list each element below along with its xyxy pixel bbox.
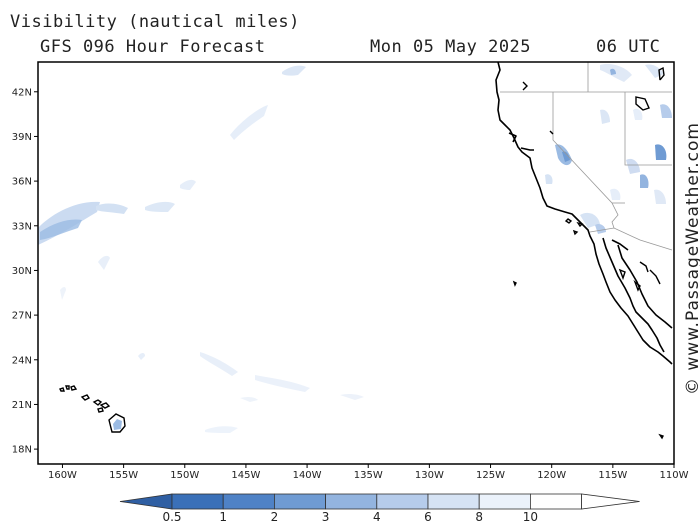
colorbar-swatch xyxy=(325,493,378,510)
colorbar-label: 3 xyxy=(322,510,330,524)
map-title: Visibility (nautical miles) xyxy=(10,12,300,32)
lat-tick-label: 33N xyxy=(12,221,32,232)
lon-tick-label: 115W xyxy=(598,470,627,481)
colorbar-swatch xyxy=(171,493,224,510)
colorbar-label: 2 xyxy=(271,510,279,524)
map-frame xyxy=(37,61,675,465)
colorbar-label: 1 xyxy=(219,510,227,524)
forecast-label: GFS 096 Hour Forecast xyxy=(40,37,266,57)
colorbar-extend-high xyxy=(581,493,640,510)
visibility-shading xyxy=(38,64,672,433)
colorbar-swatch xyxy=(222,493,275,510)
forecast-time: 06 UTC xyxy=(596,37,661,57)
lat-tick-label: 21N xyxy=(12,400,32,411)
lon-tick-label: 110W xyxy=(660,470,689,481)
lon-tick-label: 145W xyxy=(231,470,260,481)
lon-tick-label: 130W xyxy=(415,470,444,481)
lat-tick-label: 27N xyxy=(12,311,32,322)
colorbar-swatch xyxy=(273,493,326,510)
lat-tick-label: 36N xyxy=(12,177,32,188)
lon-tick-label: 125W xyxy=(476,470,505,481)
colorbar-label: 0.5 xyxy=(162,510,181,524)
colorbar-swatch xyxy=(478,493,531,510)
lakes xyxy=(522,66,665,135)
colorbar: 0.5 1 2 3 4 6 8 10 xyxy=(119,493,640,524)
lat-tick-label: 30N xyxy=(12,266,32,277)
map-area xyxy=(38,62,673,440)
lat-tick-label: 42N xyxy=(12,87,32,98)
credit-text: © www.PassageWeather.com xyxy=(683,122,700,395)
axis-ticks: 160W 155W 150W 145W 140W 135W 130W 125W 120W 115W… xyxy=(12,87,689,481)
lon-tick-label: 135W xyxy=(354,470,383,481)
colorbar-extend-low xyxy=(119,493,173,510)
colorbar-swatch xyxy=(530,493,583,510)
coastline xyxy=(495,62,673,365)
colorbar-label: 6 xyxy=(424,510,432,524)
colorbar-swatch xyxy=(376,493,429,510)
lon-tick-label: 120W xyxy=(537,470,566,481)
lat-tick-label: 39N xyxy=(12,132,32,143)
colorbar-label: 8 xyxy=(475,510,483,524)
lat-tick-label: 24N xyxy=(12,355,32,366)
lon-tick-label: 160W xyxy=(48,470,77,481)
lon-tick-label: 155W xyxy=(109,470,138,481)
colorbar-label: 4 xyxy=(373,510,381,524)
political-borders xyxy=(500,62,673,251)
forecast-date: Mon 05 May 2025 xyxy=(370,37,532,57)
lon-tick-label: 140W xyxy=(293,470,322,481)
colorbar-label: 10 xyxy=(523,510,538,524)
colorbar-swatch xyxy=(427,493,480,510)
islands xyxy=(59,218,664,440)
lat-tick-label: 18N xyxy=(12,445,32,456)
lon-tick-label: 150W xyxy=(170,470,199,481)
